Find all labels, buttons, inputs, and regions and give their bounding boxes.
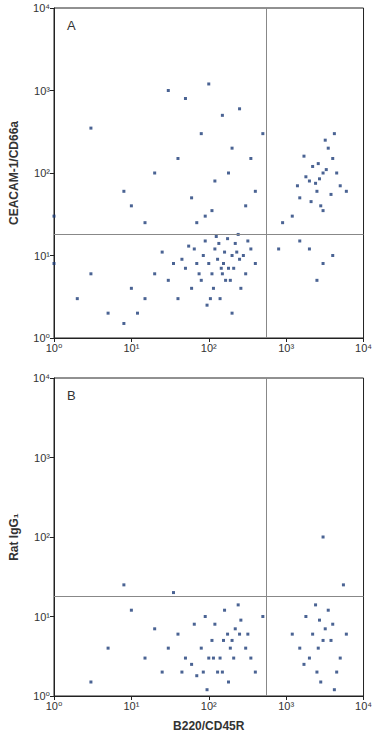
svg-text:10¹: 10¹	[34, 250, 50, 262]
svg-text:10⁰: 10⁰	[46, 342, 63, 354]
svg-text:B: B	[67, 388, 76, 403]
svg-text:10⁰: 10⁰	[46, 700, 63, 712]
svg-text:10²: 10²	[201, 342, 217, 354]
svg-text:10⁴: 10⁴	[355, 700, 372, 712]
svg-text:B220/CD45R: B220/CD45R	[173, 719, 245, 733]
svg-text:10³: 10³	[278, 700, 294, 712]
svg-text:10⁰: 10⁰	[33, 690, 50, 702]
svg-text:10²: 10²	[34, 531, 50, 543]
svg-text:Rat IgG₁: Rat IgG₁	[7, 513, 21, 561]
svg-text:10⁰: 10⁰	[33, 332, 50, 344]
svg-text:10³: 10³	[278, 342, 294, 354]
svg-text:10¹: 10¹	[123, 342, 139, 354]
svg-text:10²: 10²	[34, 167, 50, 179]
svg-text:10³: 10³	[34, 85, 50, 97]
svg-text:10⁴: 10⁴	[33, 2, 50, 14]
svg-text:10²: 10²	[201, 700, 217, 712]
svg-text:10³: 10³	[34, 452, 50, 464]
svg-text:A: A	[67, 18, 76, 33]
svg-text:10¹: 10¹	[34, 611, 50, 623]
svg-text:10¹: 10¹	[123, 700, 139, 712]
svg-text:10⁴: 10⁴	[355, 342, 372, 354]
svg-text:10⁴: 10⁴	[33, 372, 50, 384]
svg-text:CEACAM-1/CD66a: CEACAM-1/CD66a	[7, 121, 21, 225]
